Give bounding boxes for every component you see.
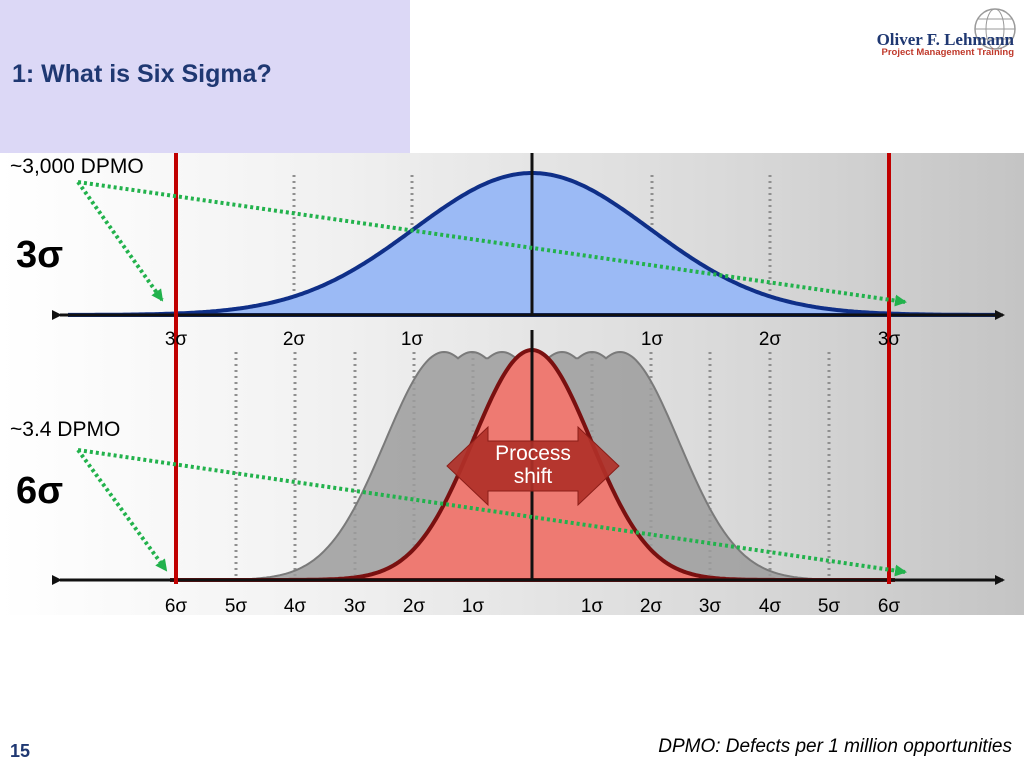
three-sigma-dpmo-label: ~3,000 DPMO xyxy=(10,155,144,178)
slide-number: 15 xyxy=(10,741,31,761)
bottom-tick-label: 5σ xyxy=(224,596,248,617)
company-logo: Oliver F. Lehmann Project Management Tra… xyxy=(870,4,1020,60)
globe-icon xyxy=(974,8,1016,50)
bottom-tick-label: 2σ xyxy=(402,596,426,617)
bottom-tick-label: 4σ xyxy=(283,596,307,617)
logo-name: Oliver F. Lehmann xyxy=(876,30,1014,49)
process-shift-label: Process shift xyxy=(478,442,588,488)
top-tick-label: 3σ xyxy=(164,329,188,350)
bottom-tick-label: 5σ xyxy=(817,596,841,617)
top-tick-label: 3σ xyxy=(877,329,901,350)
six-sigma-label: 6σ xyxy=(16,470,64,512)
process-shift-line1: Process xyxy=(495,442,571,465)
three-sigma-label: 3σ xyxy=(16,234,64,276)
top-tick-label: 2σ xyxy=(282,329,306,350)
footnote: DPMO: Defects per 1 million opportunitie… xyxy=(658,736,1012,757)
logo-subtitle: Project Management Training xyxy=(881,47,1015,58)
process-shift-line2: shift xyxy=(513,465,553,488)
bottom-tick-label: 2σ xyxy=(639,596,663,617)
title-banner xyxy=(0,0,410,153)
top-tick-label: 1σ xyxy=(400,329,424,350)
dpmo-pointer-arrows xyxy=(76,180,907,577)
bottom-tick-label: 1σ xyxy=(580,596,604,617)
bottom-tick-label: 6σ xyxy=(877,596,901,617)
bottom-tick-label: 4σ xyxy=(758,596,782,617)
process-shift-arrow xyxy=(446,425,620,507)
bottom-tick-label: 3σ xyxy=(698,596,722,617)
slide-title: 1: What is Six Sigma? xyxy=(12,60,272,88)
top-tick-label: 2σ xyxy=(758,329,782,350)
six-sigma-dpmo-label: ~3.4 DPMO xyxy=(10,418,121,441)
bottom-tick-label: 6σ xyxy=(164,596,188,617)
bottom-tick-label: 1σ xyxy=(461,596,485,617)
bottom-tick-label: 3σ xyxy=(343,596,367,617)
top-tick-label: 1σ xyxy=(640,329,664,350)
